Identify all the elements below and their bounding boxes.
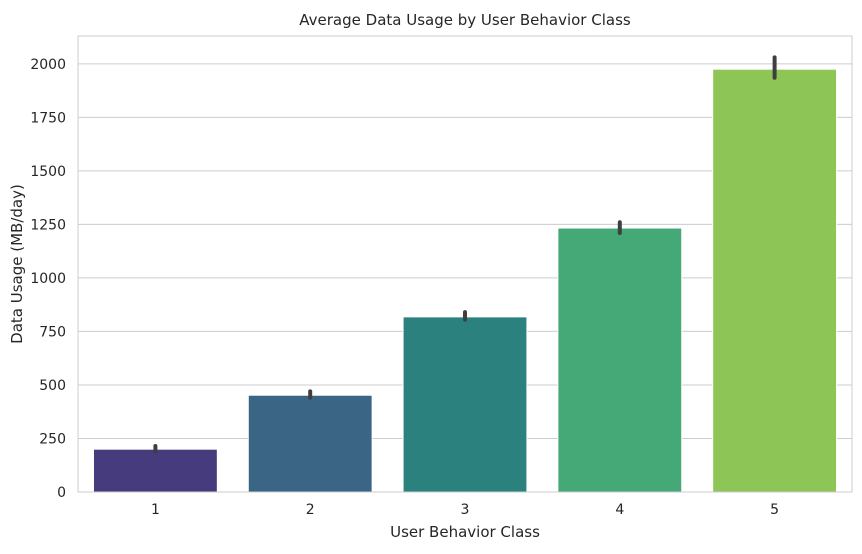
y-tick-label: 1000 xyxy=(30,271,66,287)
y-tick-label: 2000 xyxy=(30,57,66,73)
x-tick-labels: 1 2 3 4 5 xyxy=(151,502,779,518)
y-tick-label: 750 xyxy=(39,324,66,340)
y-tick-labels: 0 250 500 750 1000 1250 1500 1750 2000 xyxy=(30,57,66,501)
x-tick-label: 4 xyxy=(615,502,624,518)
bar-class-1 xyxy=(92,448,218,493)
x-tick-label: 3 xyxy=(461,502,470,518)
x-tick-label: 2 xyxy=(306,502,315,518)
y-tick-label: 1500 xyxy=(30,164,66,180)
x-tick-label: 1 xyxy=(151,502,160,518)
plot-frame xyxy=(77,35,853,493)
x-tick-label: 5 xyxy=(770,502,779,518)
error-bars xyxy=(153,55,777,454)
bar-class-4 xyxy=(557,227,683,493)
bar-class-5 xyxy=(712,68,838,493)
gridlines xyxy=(78,63,852,493)
chart-title: Average Data Usage by User Behavior Clas… xyxy=(299,11,631,29)
bars xyxy=(92,68,838,493)
y-tick-label: 500 xyxy=(39,378,66,394)
y-tick-label: 0 xyxy=(57,485,66,501)
y-tick-label: 250 xyxy=(39,431,66,447)
y-tick-label: 1250 xyxy=(30,217,66,233)
x-axis-label: User Behavior Class xyxy=(390,523,540,541)
bar-class-2 xyxy=(247,394,373,493)
y-tick-label: 1750 xyxy=(30,110,66,126)
y-axis-label: Data Usage (MB/day) xyxy=(8,184,26,344)
bar-class-3 xyxy=(402,316,528,493)
